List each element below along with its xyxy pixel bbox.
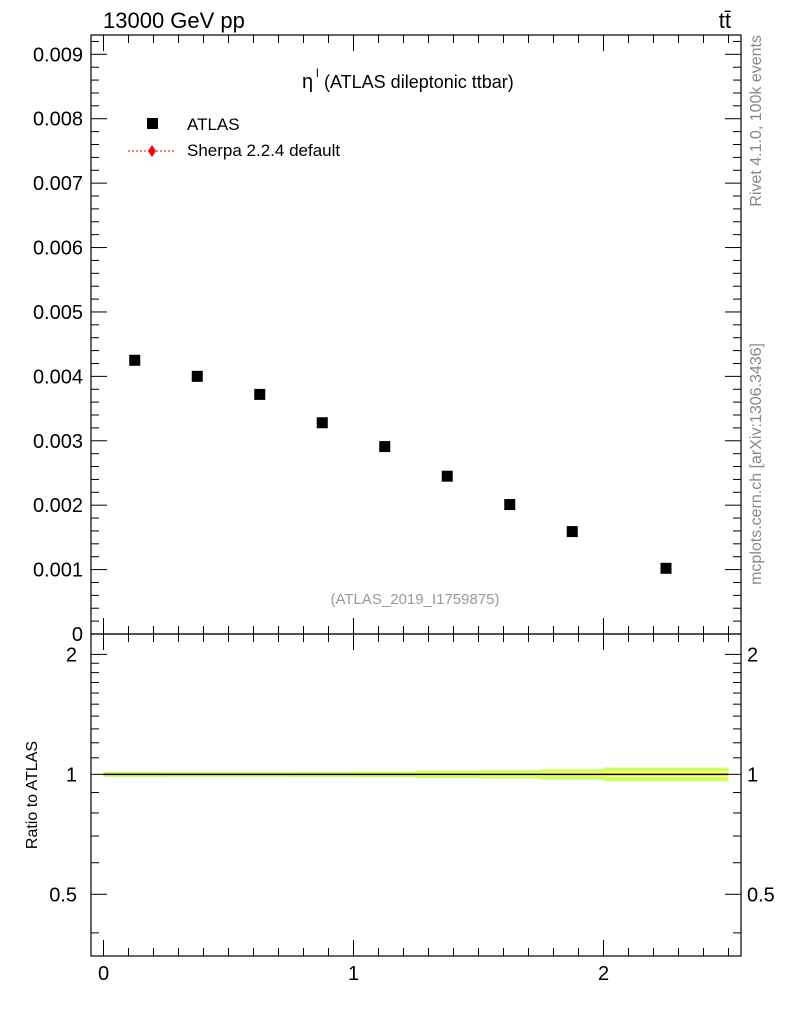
rivet-label: Rivet 4.1.0, 100k events [748,35,765,207]
ratio-ytick-label: 2 [66,644,77,666]
legend-sherpa-marker [148,145,156,157]
main-panel: 0 0.001 0.002 0.003 0.004 0.005 0.006 0.007 0.00… [33,34,742,646]
legend-atlas-marker [147,118,158,129]
atlas-data-point [660,562,672,574]
ratio-xtick-label: 0 [98,963,109,985]
atlas-data-point [191,370,203,382]
main-ytick-label: 0.006 [33,238,83,260]
atlas-data-point [566,526,578,538]
atlas-data-point [441,470,453,482]
process-label: tt̄ [719,8,731,33]
title-eta-symbol: η [302,71,313,93]
main-ytick-label: 0.002 [33,495,83,517]
legend: ATLAS Sherpa 2.2.4 default [128,115,340,160]
ratio-ytick-label: 1 [66,764,77,786]
plot-title: η l (ATLAS dileptonic ttbar) [302,66,514,93]
title-text: (ATLAS dileptonic ttbar) [324,72,514,92]
ratio-ytick-label: 0.5 [49,884,77,906]
main-ytick-label: 0.001 [33,560,83,582]
ratio-frame [90,633,742,957]
main-ytick-label: 0 [72,624,83,646]
ratio-ytick-label-right: 1 [747,764,758,786]
atlas-data-point [129,354,141,366]
ratio-ytick-label-right: 0.5 [747,884,775,906]
atlas-data-point [379,441,391,453]
main-ytick-label: 0.008 [33,109,83,131]
atlas-data-point [254,388,266,400]
ratio-xtick-label: 2 [598,963,609,985]
legend-atlas-label: ATLAS [187,115,240,134]
energy-label: 13000 GeV pp [103,8,245,33]
mcplots-label: mcplots.cern.ch [arXiv:1306.3436] [748,343,765,585]
legend-sherpa-label: Sherpa 2.2.4 default [187,141,340,160]
ratio-xtick-label: 1 [348,963,359,985]
atlas-data-point [504,499,516,511]
main-ytick-label: 0.004 [33,366,83,388]
main-ytick-label: 0.007 [33,173,83,195]
main-ytick-label: 0.009 [33,44,83,66]
ratio-ytick-label-right: 2 [747,644,758,666]
main-ytick-label: 0.003 [33,431,83,453]
ratio-panel: 0 1 2 0.5 0.5 1 1 2 2 [49,633,775,985]
title-superscript: l [316,66,319,80]
main-ytick-label: 0.005 [33,302,83,324]
atlas-data-point [316,417,328,429]
ratio-ylabel: Ratio to ATLAS [24,741,41,849]
analysis-watermark: (ATLAS_2019_I1759875) [330,591,499,608]
